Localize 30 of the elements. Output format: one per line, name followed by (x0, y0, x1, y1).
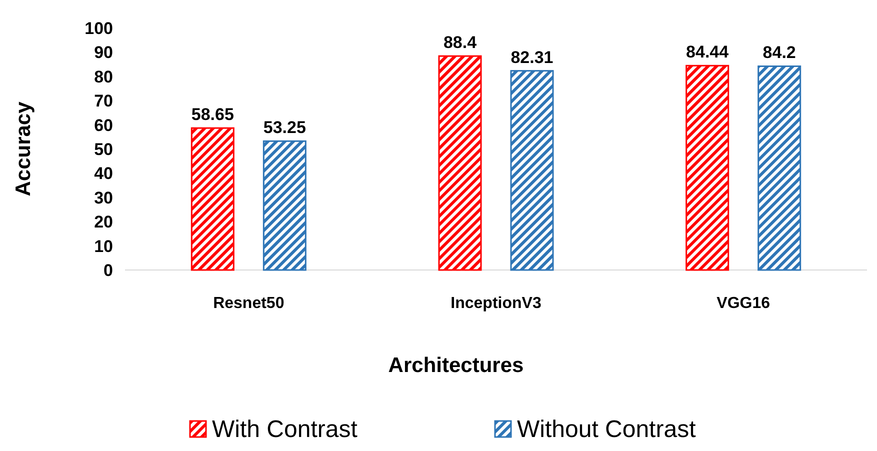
y-tick-label: 60 (94, 116, 113, 135)
bar (686, 64, 730, 271)
bar (510, 70, 554, 271)
y-tick-label: 90 (94, 43, 113, 62)
y-tick-label: 70 (94, 92, 113, 111)
y-tick-label: 30 (94, 188, 113, 208)
y-tick-label: 0 (104, 260, 113, 280)
bar (190, 127, 234, 271)
bar (758, 65, 802, 271)
y-tick-label: 100 (84, 18, 113, 38)
data-label: 84.2 (762, 43, 796, 62)
data-label: 84.44 (686, 42, 730, 62)
data-label: 58.65 (191, 105, 234, 124)
legend-label: Without Contrast (517, 416, 696, 443)
x-tick-label: VGG16 (716, 295, 770, 312)
y-tick-label: 20 (94, 212, 113, 232)
bar (438, 55, 482, 271)
data-label: 53.25 (263, 118, 306, 138)
legend-label: With Contrast (212, 416, 358, 443)
y-tick-label: 10 (94, 236, 113, 256)
y-tick-label: 80 (94, 67, 113, 86)
bar (262, 140, 306, 271)
x-axis-title: Architectures (388, 354, 524, 377)
x-tick-label: InceptionV3 (450, 295, 542, 312)
y-tick-label: 50 (94, 140, 113, 159)
x-tick-label: Resnet50 (213, 295, 284, 312)
y-tick-label: 40 (94, 164, 113, 184)
data-label: 88.4 (443, 33, 478, 52)
y-axis-title: Accuracy (12, 101, 35, 196)
data-label: 82.31 (510, 48, 554, 67)
